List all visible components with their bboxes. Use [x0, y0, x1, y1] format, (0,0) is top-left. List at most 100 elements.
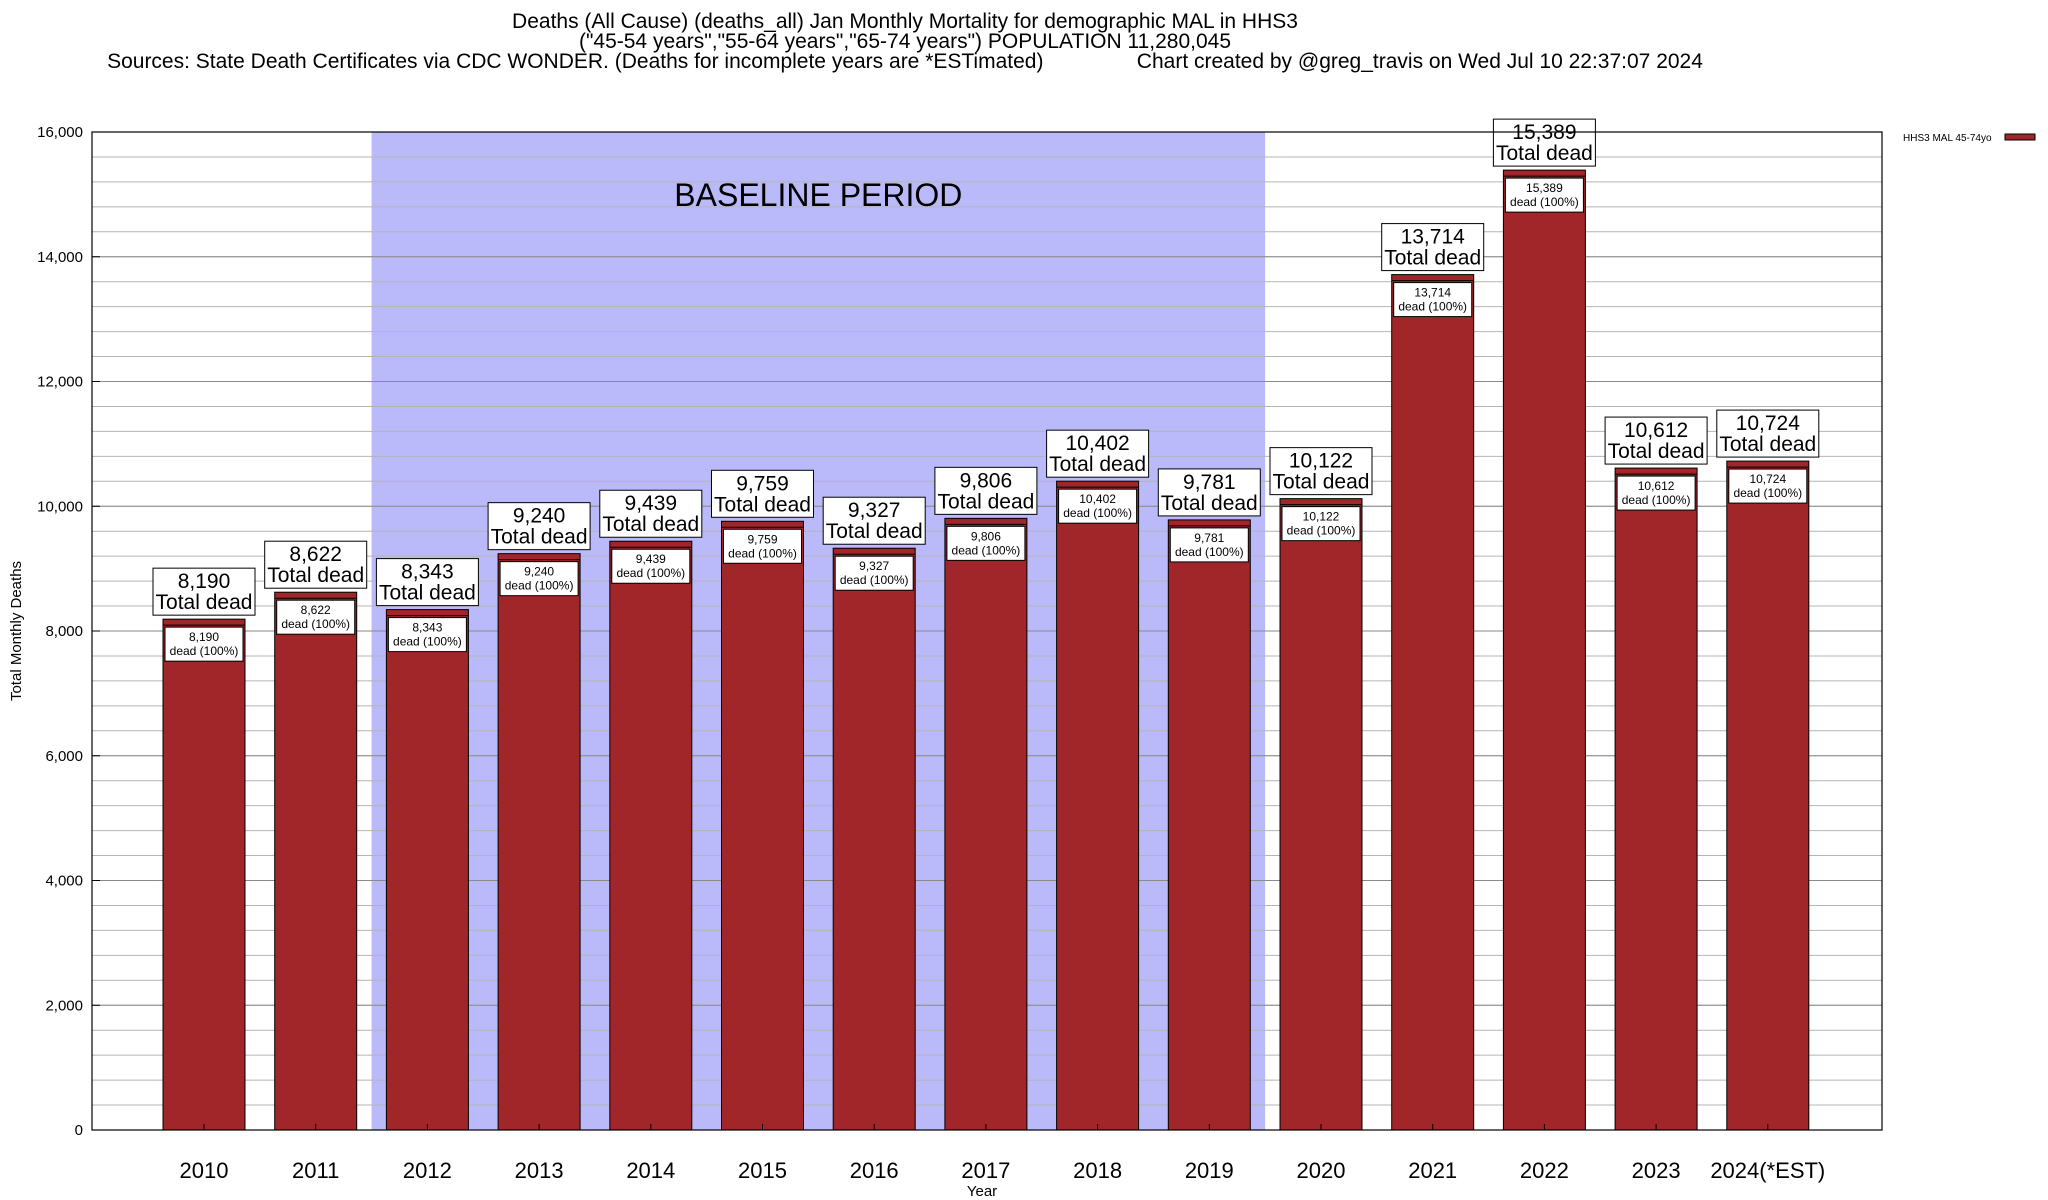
inner-value-label: 9,781 [1194, 531, 1224, 545]
total-value-label: 8,343 [401, 561, 454, 584]
total-label-box [1269, 447, 1373, 496]
total-dead-label: Total dead [937, 490, 1034, 513]
total-value-label: 10,612 [1624, 419, 1688, 442]
total-value-label: 15,389 [1512, 121, 1576, 144]
chart-title: Deaths (All Cause) (deaths_all) Jan Mont… [0, 10, 1810, 73]
bar [162, 618, 246, 1131]
y-tick-label: 8,000 [45, 623, 83, 640]
bar [609, 540, 693, 1131]
total-dead-label: Total dead [1161, 492, 1258, 515]
x-tick-label: 2021 [1408, 1158, 1457, 1183]
bar [1614, 467, 1698, 1131]
total-dead-label: Total dead [1719, 433, 1816, 456]
x-tick-label: 2013 [515, 1158, 564, 1183]
inner-dead-label: dead (100%) [1063, 506, 1132, 520]
plot-frame [91, 131, 1883, 1131]
x-tick-label: 2017 [961, 1158, 1010, 1183]
inner-value-label: 9,240 [524, 565, 554, 579]
total-value-label: 9,806 [960, 469, 1013, 492]
total-value-label: 9,240 [513, 505, 566, 528]
inner-value-label: 9,327 [859, 559, 889, 573]
inner-dead-label: dead (100%) [616, 566, 685, 580]
total-label-box [1381, 223, 1485, 272]
total-dead-label: Total dead [1049, 453, 1146, 476]
x-tick-label: 2014 [626, 1158, 675, 1183]
inner-value-label: 10,724 [1749, 472, 1786, 486]
inner-value-label: 9,439 [636, 552, 666, 566]
total-dead-label: Total dead [602, 513, 699, 536]
total-label-box [934, 466, 1038, 515]
inner-dead-label: dead (100%) [505, 579, 574, 593]
total-dead-label: Total dead [1273, 471, 1370, 494]
inner-label-box [723, 528, 802, 564]
total-label-box [822, 496, 926, 545]
chart-title-line-3: Sources: State Death Certificates via CD… [107, 50, 1703, 73]
y-tick-label: 10,000 [37, 498, 83, 515]
inner-label-box [1281, 506, 1361, 542]
inner-value-label: 9,806 [971, 529, 1001, 543]
inner-value-label: 10,402 [1079, 492, 1116, 506]
total-value-label: 9,439 [625, 492, 678, 515]
total-label-box [375, 558, 479, 607]
y-tick-label: 12,000 [37, 374, 83, 391]
total-value-label: 10,122 [1289, 450, 1353, 473]
total-dead-label: Total dead [156, 591, 253, 614]
inner-label-box [611, 548, 691, 584]
bar [385, 609, 469, 1131]
inner-value-label: 10,612 [1638, 479, 1675, 493]
bar [1167, 519, 1251, 1131]
inner-label-box [276, 599, 356, 635]
inner-value-label: 13,714 [1414, 286, 1451, 300]
bar [497, 553, 581, 1131]
inner-value-label: 8,190 [189, 630, 219, 644]
total-value-label: 9,327 [848, 499, 901, 522]
x-tick-label: 2011 [292, 1158, 339, 1183]
inner-dead-label: dead (100%) [1175, 545, 1244, 559]
total-label-box [1604, 416, 1708, 465]
y-tick-label: 2,000 [45, 997, 83, 1014]
inner-dead-label: dead (100%) [1733, 486, 1802, 500]
bar [1056, 480, 1140, 1131]
total-value-label: 9,781 [1183, 471, 1236, 494]
x-axis-title: Year [967, 1183, 997, 1200]
inner-dead-label: dead (100%) [170, 644, 239, 658]
bar [1391, 274, 1475, 1131]
total-value-label: 10,724 [1736, 412, 1801, 435]
inner-dead-label: dead (100%) [1398, 300, 1467, 314]
total-label-box [1157, 468, 1261, 517]
x-tick-label: 2016 [850, 1158, 899, 1183]
inner-dead-label: dead (100%) [952, 543, 1021, 557]
inner-label-box [1169, 527, 1249, 563]
inner-dead-label: dead (100%) [1287, 524, 1356, 538]
inner-dead-label: dead (100%) [281, 617, 350, 631]
baseline-period-label: BASELINE PERIOD [674, 177, 962, 213]
inner-dead-label: dead (100%) [1622, 493, 1691, 507]
total-value-label: 8,622 [289, 543, 342, 566]
bar [721, 520, 804, 1131]
total-label-box [1046, 429, 1150, 478]
inner-label-box [834, 555, 914, 591]
y-tick-label: 16,000 [37, 124, 83, 141]
inner-label-box [387, 617, 467, 653]
total-value-label: 8,190 [178, 570, 231, 593]
inner-value-label: 10,122 [1303, 510, 1340, 524]
total-dead-label: Total dead [491, 526, 588, 549]
inner-value-label: 8,622 [301, 603, 331, 617]
total-label-box [264, 540, 368, 589]
total-label-box [711, 469, 814, 518]
chart-title-line-2: ("45-54 years","55-64 years","65-74 year… [578, 30, 1232, 53]
y-axis-title: Total Monthly Deaths [8, 561, 25, 701]
total-dead-label: Total dead [1384, 247, 1481, 270]
y-tick-label: 0 [75, 1122, 83, 1139]
inner-value-label: 9,759 [747, 532, 777, 546]
total-value-label: 10,402 [1065, 432, 1129, 455]
x-tick-label: 2024(*EST) [1710, 1158, 1825, 1183]
chart-title-line-1: Deaths (All Cause) (deaths_all) Jan Mont… [512, 10, 1298, 33]
inner-label-box [1616, 475, 1696, 511]
total-dead-label: Total dead [826, 520, 923, 543]
inner-label-box [946, 525, 1026, 561]
inner-label-box [1393, 282, 1473, 318]
total-value-label: 9,759 [736, 472, 789, 495]
total-label-box [599, 489, 703, 538]
inner-dead-label: dead (100%) [393, 635, 462, 649]
